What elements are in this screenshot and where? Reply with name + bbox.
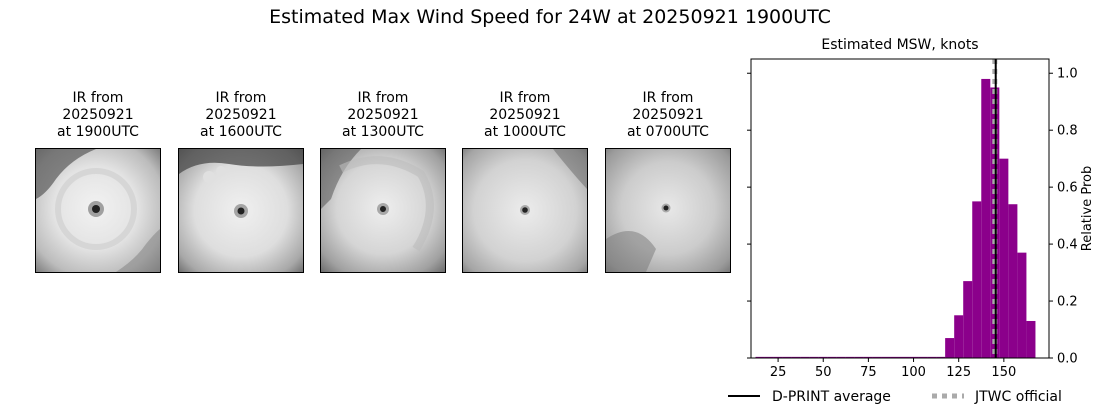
histogram-bar <box>881 356 891 358</box>
panel-caption-date: 20250921 <box>347 107 419 123</box>
ir-satellite-image <box>178 148 304 273</box>
histogram-bar <box>999 158 1009 358</box>
plot-frame <box>750 58 1050 359</box>
legend-dprint-label: D-PRINT average <box>772 389 891 405</box>
y-tick-label: 0.0 <box>1057 352 1078 367</box>
histogram-bar <box>954 315 964 358</box>
histogram-bar <box>809 356 819 358</box>
histogram-bar <box>945 338 955 358</box>
histogram-bar <box>755 356 765 358</box>
ir-panel-5: IR from 20250921 at 0700UTC <box>605 90 731 273</box>
histogram-bar <box>1008 204 1018 358</box>
histogram-bar <box>782 356 792 358</box>
histogram-bar <box>854 356 864 358</box>
x-tick-label: 100 <box>901 365 926 380</box>
panel-caption-time: at 1300UTC <box>342 124 424 140</box>
ir-panel-2: IR from 20250921 at 1600UTC <box>178 90 304 273</box>
histogram-bar <box>936 356 946 358</box>
panel-caption-date: 20250921 <box>489 107 561 123</box>
ir-satellite-image <box>320 148 446 273</box>
y-tick-label: 0.8 <box>1057 124 1078 139</box>
x-tick-label: 125 <box>946 365 971 380</box>
msw-histogram-chart: Estimated MSW, knots 25 50 75 100 125 150 0.0… <box>700 30 1100 409</box>
legend: D-PRINT average JTWC official <box>728 389 1062 405</box>
histogram-bar <box>909 356 919 358</box>
panel-caption: IR from 20250921 at 1600UTC <box>178 90 304 141</box>
histogram-bar <box>836 356 846 358</box>
y-tick-label: 0.2 <box>1057 295 1078 310</box>
y-axis-ticks: 0.0 0.2 0.4 0.6 0.8 1.0 <box>747 67 1078 367</box>
panel-caption-date: 20250921 <box>62 107 134 123</box>
panel-caption-line1: IR from <box>72 90 124 106</box>
histogram-bar <box>963 281 973 358</box>
histogram-bar <box>972 201 982 358</box>
histogram-bar <box>827 356 837 358</box>
x-tick-label: 50 <box>815 365 832 380</box>
y-axis-label: Relative Prob <box>1080 166 1095 251</box>
panel-caption: IR from 20250921 at 1300UTC <box>320 90 446 141</box>
ir-satellite-image <box>35 148 161 273</box>
histogram-bar <box>818 356 828 358</box>
panel-caption-line1: IR from <box>215 90 267 106</box>
histogram-bar <box>845 356 855 358</box>
legend-jtwc-label: JTWC official <box>974 389 1062 405</box>
panel-caption-line1: IR from <box>642 90 694 106</box>
x-tick-label: 75 <box>860 365 877 380</box>
histogram-bar <box>791 356 801 358</box>
ir-panel-3: IR from 20250921 at 1300UTC <box>320 90 446 273</box>
histogram-bar <box>773 356 783 358</box>
panel-caption-line1: IR from <box>499 90 551 106</box>
panel-caption-line1: IR from <box>357 90 409 106</box>
histogram-bar <box>764 356 774 358</box>
histogram-bar <box>1017 252 1027 358</box>
panel-caption: IR from 20250921 at 0700UTC <box>605 90 731 141</box>
histogram-bar <box>981 78 991 358</box>
histogram-bar <box>927 356 937 358</box>
y-tick-label: 1.0 <box>1057 67 1078 82</box>
chart-title: Estimated MSW, knots <box>821 37 978 53</box>
panel-caption-time: at 1600UTC <box>200 124 282 140</box>
panel-caption-date: 20250921 <box>632 107 704 123</box>
x-tick-label: 25 <box>770 365 787 380</box>
histogram-bar <box>872 356 882 358</box>
histogram-bar <box>890 356 900 358</box>
histogram-bar <box>900 356 910 358</box>
histogram-bar <box>863 356 873 358</box>
panel-caption: IR from 20250921 at 1900UTC <box>35 90 161 141</box>
ir-panel-1: IR from 20250921 at 1900UTC <box>35 90 161 273</box>
panel-caption-time: at 0700UTC <box>627 124 709 140</box>
ir-satellite-image <box>605 148 731 273</box>
y-tick-label: 0.6 <box>1057 181 1078 196</box>
figure-title: Estimated Max Wind Speed for 24W at 2025… <box>269 6 831 28</box>
histogram-bar <box>800 356 810 358</box>
y-tick-label: 0.4 <box>1057 238 1078 253</box>
panel-caption: IR from 20250921 at 1000UTC <box>462 90 588 141</box>
x-axis-ticks: 25 50 75 100 125 150 <box>770 358 1016 380</box>
ir-satellite-image <box>462 148 588 273</box>
histogram-bar <box>1026 320 1036 358</box>
panel-caption-time: at 1900UTC <box>57 124 139 140</box>
histogram-bar <box>918 356 928 358</box>
panel-caption-time: at 1000UTC <box>484 124 566 140</box>
ir-panel-4: IR from 20250921 at 1000UTC <box>462 90 588 273</box>
x-tick-label: 150 <box>991 365 1016 380</box>
panel-caption-date: 20250921 <box>205 107 277 123</box>
